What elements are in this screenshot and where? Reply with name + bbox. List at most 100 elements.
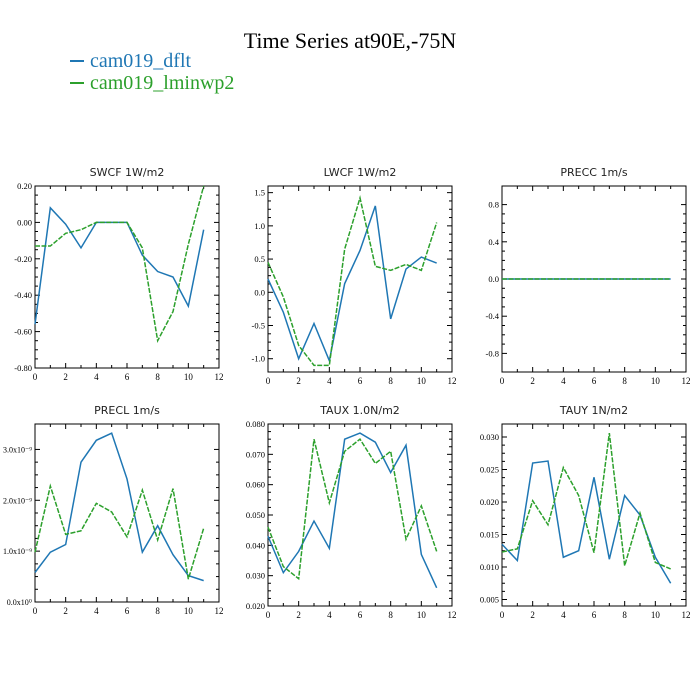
x-tick-label-4-2: 4: [327, 610, 332, 620]
y-tick-label-4-5: 0.030: [246, 571, 265, 581]
y-tick-label-0-4: -0.60: [14, 327, 32, 337]
y-tick-label-4-0: 0.080: [246, 419, 265, 429]
y-tick-label-2-1: 0.4: [488, 237, 499, 247]
x-tick-label-1-0: 0: [266, 376, 271, 386]
y-tick-label-5-4: 0.010: [480, 562, 499, 572]
x-tick-label-2-3: 6: [592, 376, 597, 386]
y-tick-label-4-3: 0.050: [246, 510, 265, 520]
x-tick-label-2-4: 8: [622, 376, 627, 386]
panel-title-5: TAUY 1N/m2: [559, 404, 628, 417]
x-tick-label-2-1: 2: [530, 376, 535, 386]
series-line-1-dflt: [267, 205, 437, 364]
legend-swatch-lminwp2: [70, 82, 84, 84]
y-tick-label-1-1: 1.0: [254, 221, 265, 231]
x-tick-label-1-2: 4: [327, 376, 332, 386]
y-tick-label-0-5: -0.80: [14, 363, 32, 373]
x-tick-label-4-4: 8: [388, 610, 393, 620]
x-tick-label-0-6: 12: [215, 372, 224, 382]
panel-frame-3: [34, 423, 220, 603]
series-line-3-dflt: [34, 432, 204, 582]
y-tick-label-5-3: 0.015: [480, 530, 499, 540]
x-tick-label-4-3: 6: [358, 610, 363, 620]
panel-title-3: PRECL 1m/s: [94, 404, 160, 417]
figure-title: Time Series at90E,-75N: [243, 28, 457, 53]
y-tick-label-5-2: 0.020: [480, 497, 499, 507]
x-tick-label-0-3: 6: [125, 372, 130, 382]
x-tick-label-5-1: 2: [530, 610, 535, 620]
x-tick-label-2-6: 12: [682, 376, 691, 386]
x-tick-label-5-3: 6: [592, 610, 597, 620]
x-tick-label-4-1: 2: [296, 610, 301, 620]
y-tick-label-1-2: 0.5: [254, 254, 265, 264]
y-tick-label-0-3: -0.40: [14, 290, 32, 300]
y-tick-label-4-1: 0.070: [246, 449, 265, 459]
panel-frame-1: [267, 185, 453, 373]
legend-label-dflt: cam019_dflt: [90, 49, 192, 72]
legend-item-dflt: cam019_dflt: [70, 50, 234, 72]
panel-frame-0: [34, 185, 220, 369]
y-tick-label-1-0: 1.5: [254, 188, 265, 198]
y-tick-label-0-0: 0.20: [17, 181, 32, 191]
y-tick-label-2-0: 0.8: [488, 200, 499, 210]
legend-item-lminwp2: cam019_lminwp2: [70, 72, 234, 94]
x-tick-label-2-5: 10: [651, 376, 661, 386]
legend: cam019_dflt cam019_lminwp2: [70, 50, 234, 94]
panel-title-1: LWCF 1W/m2: [324, 166, 397, 179]
y-tick-label-5-0: 0.030: [480, 432, 499, 442]
x-tick-label-0-5: 10: [184, 372, 194, 382]
y-tick-label-1-3: 0.0: [254, 287, 265, 297]
x-tick-label-1-1: 2: [296, 376, 301, 386]
y-tick-label-1-4: -0.5: [252, 321, 265, 331]
series-line-5-dflt: [501, 460, 672, 584]
x-tick-label-4-5: 10: [417, 610, 427, 620]
x-tick-label-1-6: 12: [448, 376, 457, 386]
y-tick-label-4-6: 0.020: [246, 601, 265, 611]
x-tick-label-3-3: 6: [125, 606, 130, 616]
series-line-5-lminwp2: [501, 433, 671, 570]
y-tick-label-2-3: -0.4: [486, 311, 500, 321]
y-tick-label-0-1: 0.00: [17, 217, 32, 227]
x-tick-label-3-6: 12: [215, 606, 224, 616]
x-tick-label-0-4: 8: [155, 372, 160, 382]
panel-title-4: TAUX 1.0N/m2: [319, 404, 400, 417]
series-line-3-lminwp2: [34, 483, 205, 580]
x-tick-label-5-0: 0: [500, 610, 505, 620]
legend-swatch-dflt: [70, 60, 84, 62]
x-tick-label-3-5: 10: [184, 606, 194, 616]
panel-title-0: SWCF 1W/m2: [90, 166, 165, 179]
y-tick-label-4-4: 0.040: [246, 540, 265, 550]
x-tick-label-1-4: 8: [388, 376, 393, 386]
series-line-1-lminwp2: [267, 194, 438, 367]
x-tick-label-3-2: 4: [94, 606, 99, 616]
x-tick-label-0-1: 2: [63, 372, 68, 382]
x-tick-label-3-1: 2: [63, 606, 68, 616]
y-tick-label-3-1: 2.0x10⁻⁹: [3, 496, 32, 505]
x-tick-label-0-0: 0: [33, 372, 38, 382]
x-tick-label-2-0: 0: [500, 376, 505, 386]
y-tick-label-5-5: 0.005: [480, 595, 499, 605]
y-tick-label-3-2: 1.0x10⁻⁹: [3, 547, 32, 556]
x-tick-label-3-4: 8: [155, 606, 160, 616]
y-tick-label-2-2: 0.0: [488, 274, 499, 284]
x-tick-label-3-0: 0: [33, 606, 38, 616]
x-tick-label-1-5: 10: [417, 376, 427, 386]
x-tick-label-1-3: 6: [358, 376, 363, 386]
y-tick-label-3-3: 0.0x10⁰: [7, 598, 32, 607]
panel-frame-5: [501, 423, 687, 607]
x-tick-label-5-2: 4: [561, 610, 566, 620]
y-tick-label-4-2: 0.060: [246, 480, 265, 490]
y-tick-label-5-1: 0.025: [480, 465, 499, 475]
series-line-4-dflt: [267, 432, 438, 589]
x-tick-label-4-0: 0: [266, 610, 271, 620]
series-line-0-lminwp2: [35, 185, 205, 344]
x-tick-label-0-2: 4: [94, 372, 99, 382]
y-tick-label-3-0: 3.0x10⁻⁹: [3, 445, 32, 454]
x-tick-label-5-6: 12: [682, 610, 691, 620]
legend-label-lminwp2: cam019_lminwp2: [90, 71, 235, 94]
x-tick-label-5-5: 10: [651, 610, 661, 620]
series-line-4-lminwp2: [267, 438, 438, 581]
panel-title-2: PRECC 1m/s: [560, 166, 628, 179]
series-line-0-dflt: [34, 206, 205, 325]
